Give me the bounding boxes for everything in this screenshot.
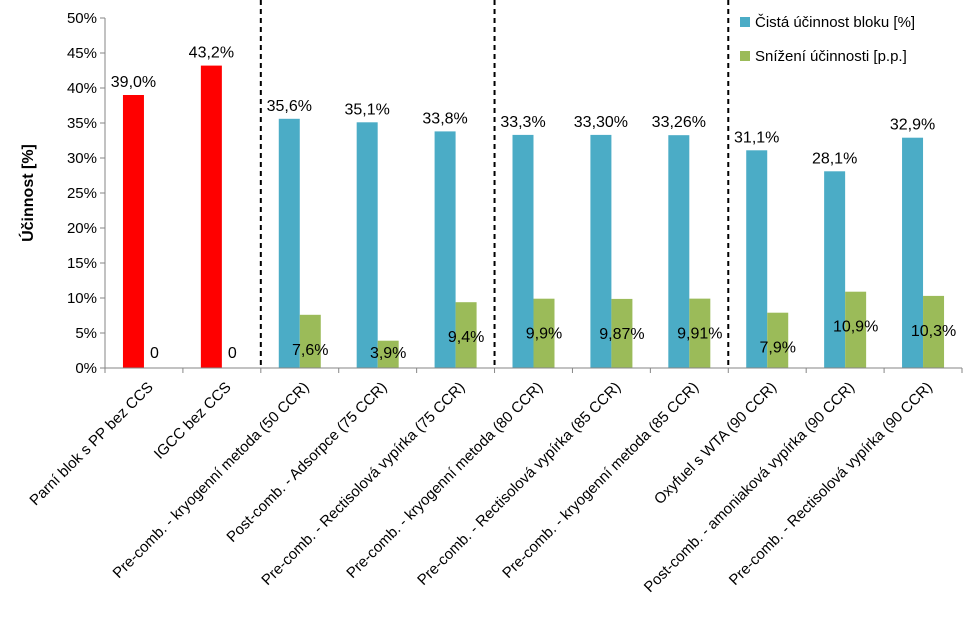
- bar-net-efficiency: [590, 134, 612, 368]
- y-tick-label: 45%: [67, 45, 97, 62]
- data-label-efficiency-drop: 9,9%: [526, 326, 562, 343]
- data-label-net-efficiency: 33,30%: [574, 114, 628, 131]
- bar-net-efficiency: [902, 137, 924, 368]
- data-label-net-efficiency: 28,1%: [812, 150, 857, 167]
- data-label-efficiency-drop: 0: [228, 345, 237, 362]
- data-label-efficiency-drop: 3,9%: [370, 345, 406, 362]
- bar-net-efficiency: [122, 95, 144, 368]
- data-label-efficiency-drop: 9,4%: [448, 329, 484, 346]
- data-label-net-efficiency: 31,1%: [734, 129, 779, 146]
- y-axis-title: Účinnost [%]: [18, 144, 37, 242]
- bar-net-efficiency: [278, 118, 300, 368]
- data-label-net-efficiency: 32,9%: [890, 117, 935, 134]
- bar-net-efficiency: [746, 150, 768, 368]
- data-label-net-efficiency: 35,1%: [344, 101, 389, 118]
- y-tick-label: 5%: [75, 325, 97, 342]
- legend: Čistá účinnost bloku [%] Snížení účinnos…: [740, 14, 915, 65]
- x-tick-label: Post-comb. - Adsorpce (75 CCR): [223, 379, 390, 546]
- legend-swatch-net-efficiency: [740, 17, 750, 27]
- bar-net-efficiency: [434, 131, 456, 368]
- data-label-efficiency-drop: 9,87%: [599, 326, 644, 343]
- y-tick-label: 0%: [75, 360, 97, 377]
- data-label-net-efficiency: 33,26%: [652, 114, 706, 131]
- bar-efficiency-drop: [923, 295, 945, 368]
- x-tick-label: Parní blok s PP bez CCS: [26, 379, 156, 509]
- bar-net-efficiency: [356, 122, 378, 368]
- data-label-net-efficiency: 33,3%: [500, 114, 545, 131]
- bar-efficiency-drop: [455, 302, 477, 368]
- y-tick-label: 35%: [67, 115, 97, 132]
- y-tick-label: 15%: [67, 255, 97, 272]
- data-label-net-efficiency: 43,2%: [189, 45, 234, 62]
- y-tick-label: 40%: [67, 80, 97, 97]
- y-tick-label: 25%: [67, 185, 97, 202]
- bar-efficiency-drop: [611, 298, 633, 368]
- bar-net-efficiency: [200, 65, 222, 368]
- y-axis: 0% 5% 10% 15% 20% 25% 30% 35% 40% 45% 50%: [67, 10, 106, 377]
- bar-efficiency-drop: [299, 314, 321, 368]
- bars: [122, 65, 945, 368]
- bar-net-efficiency: [668, 135, 690, 368]
- x-tick-label: IGCC bez CCS: [151, 379, 235, 463]
- y-tick-label: 20%: [67, 220, 97, 237]
- group-separators: [259, 0, 730, 368]
- data-label-efficiency-drop: 7,9%: [759, 340, 795, 357]
- data-label-net-efficiency: 35,6%: [267, 98, 312, 115]
- bar-efficiency-drop: [845, 291, 867, 368]
- data-label-net-efficiency: 33,8%: [422, 110, 467, 127]
- y-tick-label: 10%: [67, 290, 97, 307]
- data-label-net-efficiency: 39,0%: [111, 74, 156, 91]
- y-tick-label: 30%: [67, 150, 97, 167]
- data-label-efficiency-drop: 10,9%: [833, 319, 878, 336]
- bar-net-efficiency: [824, 171, 846, 368]
- y-tick-label: 50%: [67, 10, 97, 27]
- legend-label-net-efficiency: Čistá účinnost bloku [%]: [755, 14, 915, 31]
- data-label-efficiency-drop: 7,6%: [292, 342, 328, 359]
- bar-net-efficiency: [512, 134, 534, 368]
- legend-label-efficiency-drop: Snížení účinnosti [p.p.]: [755, 48, 907, 65]
- bar-efficiency-drop: [689, 298, 711, 368]
- bar-efficiency-drop: [533, 298, 555, 368]
- data-labels: 39,0% 0 43,2% 0 35,6% 7,6% 35,1% 3,9% 33,8% 9,4% 3…: [111, 45, 956, 362]
- data-label-efficiency-drop: 0: [150, 345, 159, 362]
- data-label-efficiency-drop: 9,91%: [677, 326, 722, 343]
- bar-efficiency-drop: [377, 340, 399, 368]
- bar-efficiency-drop: [767, 312, 789, 368]
- data-label-efficiency-drop: 10,3%: [911, 323, 956, 340]
- legend-swatch-efficiency-drop: [740, 51, 750, 61]
